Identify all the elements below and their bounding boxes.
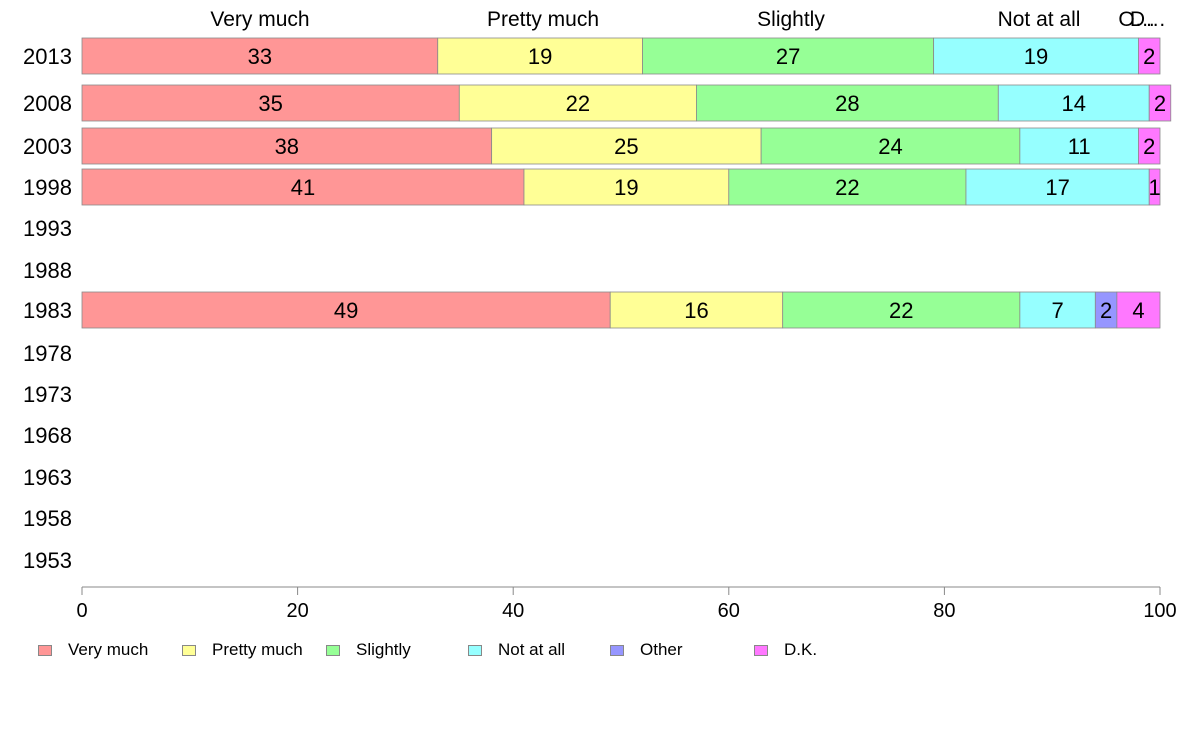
x-tick-label: 20 <box>286 600 308 622</box>
data-label: 25 <box>614 134 638 159</box>
data-label: 19 <box>1024 44 1048 69</box>
data-label: 19 <box>614 175 638 200</box>
data-label: 38 <box>275 134 299 159</box>
data-label: 22 <box>889 298 913 323</box>
data-label: 35 <box>258 91 282 116</box>
legend-item: Other <box>610 639 683 661</box>
bar-segment <box>760 127 1021 165</box>
bar-segment <box>1138 127 1161 165</box>
data-label: 24 <box>878 134 902 159</box>
x-tick-label: 40 <box>502 600 524 622</box>
bar-segment <box>1019 291 1096 329</box>
category-label: 1988 <box>23 258 72 283</box>
legend-item: Pretty much <box>182 639 303 661</box>
x-tick-label: 0 <box>76 600 87 622</box>
bar-segment <box>1148 84 1172 122</box>
category-label: 1958 <box>23 506 72 531</box>
bar-segment <box>81 84 460 122</box>
bar-segment <box>81 168 525 206</box>
x-tick-label: 100 <box>1143 600 1176 622</box>
bar-segment <box>965 168 1150 206</box>
bar-segment <box>1138 37 1161 75</box>
x-tick-label: 60 <box>718 600 740 622</box>
data-label: 2 <box>1100 298 1112 323</box>
legend-label: Slightly <box>356 640 411 659</box>
category-label: 2013 <box>23 44 72 69</box>
top-label: Slightly <box>757 8 825 31</box>
category-label: 1998 <box>23 175 72 200</box>
legend-label: D.K. <box>784 640 818 659</box>
data-label: 2 <box>1143 44 1155 69</box>
data-label: 22 <box>566 91 590 116</box>
data-label: 14 <box>1062 91 1086 116</box>
data-label: 22 <box>835 175 859 200</box>
bar-segment <box>782 291 1021 329</box>
category-label: 2008 <box>23 91 72 116</box>
legend-label: Other <box>640 640 683 659</box>
data-label: 11 <box>1068 134 1091 159</box>
x-tick-label: 80 <box>933 600 955 622</box>
data-label: 16 <box>684 298 708 323</box>
top-label: Pretty much <box>487 8 599 31</box>
bar-segment <box>1116 291 1161 329</box>
legend-swatch <box>610 644 624 656</box>
legend-swatch <box>468 644 482 656</box>
top-label: D… <box>1130 8 1166 31</box>
bar-segment <box>523 168 730 206</box>
data-label: 49 <box>334 298 358 323</box>
data-label: 7 <box>1051 298 1063 323</box>
data-label: 17 <box>1045 175 1069 200</box>
bar-segment <box>609 291 784 329</box>
data-label: 41 <box>291 175 315 200</box>
data-label: 2 <box>1143 134 1155 159</box>
legend-label: Very much <box>68 640 149 659</box>
bar-segment <box>437 37 643 75</box>
bar-segment <box>81 291 611 329</box>
data-label: 1 <box>1148 175 1160 200</box>
legend-item: Slightly <box>326 639 411 661</box>
data-label: 27 <box>776 44 800 69</box>
category-label: 1978 <box>23 341 72 366</box>
bar-segment <box>696 84 999 122</box>
bar-segment <box>728 168 967 206</box>
legend-item: D.K. <box>754 639 817 661</box>
legend-swatch <box>326 644 340 656</box>
bar-segment <box>1148 168 1161 206</box>
category-label: 2003 <box>23 134 72 159</box>
category-label: 1983 <box>23 298 72 323</box>
legend-swatch <box>182 644 196 656</box>
data-label: 4 <box>1132 298 1144 323</box>
legend-label: Not at all <box>498 640 566 659</box>
category-label: 1993 <box>23 216 72 241</box>
category-label: 1973 <box>23 382 72 407</box>
category-label: 1963 <box>23 465 72 490</box>
data-label: 2 <box>1154 91 1166 116</box>
legend-item: Very much <box>38 639 148 661</box>
bar-segment <box>491 127 762 165</box>
bar-segment <box>1019 127 1139 165</box>
data-label: 28 <box>835 91 859 116</box>
legend-swatch <box>38 644 52 656</box>
top-label: Not at all <box>998 8 1081 31</box>
top-label: O… <box>1118 8 1155 31</box>
legend: Very much Pretty much Slightly Not at all Ot… <box>38 639 938 661</box>
legend-item: Not at all <box>468 639 565 661</box>
data-label: 19 <box>528 44 552 69</box>
top-label: Very much <box>210 8 309 31</box>
chart-plot: Very much Pretty much Slightly Not at all O…… <box>23 8 1177 622</box>
category-label: 1968 <box>23 423 72 448</box>
category-label: 1953 <box>23 548 72 573</box>
bar-segment <box>458 84 697 122</box>
legend-label: Pretty much <box>212 640 303 659</box>
bar-segment <box>997 84 1150 122</box>
legend-swatch <box>754 644 768 656</box>
data-label: 33 <box>248 44 272 69</box>
